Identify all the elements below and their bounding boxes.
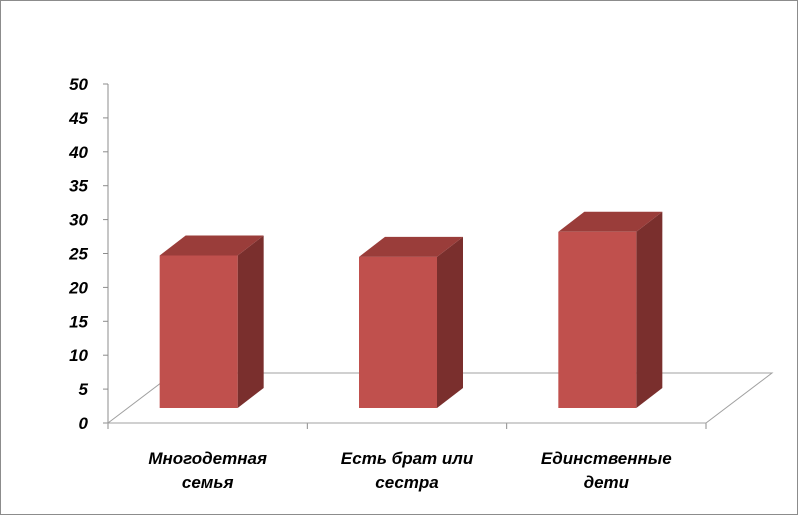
bar-side-face — [636, 211, 663, 408]
bar-front-face — [558, 231, 637, 408]
y-tick-labels: 0 5 10 15 20 25 30 35 40 45 50 — [68, 75, 88, 433]
y-tick-label: 40 — [68, 143, 88, 162]
category-label: Есть брат или сестра — [341, 449, 474, 492]
bar-side-face — [437, 236, 463, 408]
bar-top-face — [558, 211, 663, 232]
bar-3 — [558, 211, 663, 408]
floor-plane — [106, 372, 774, 424]
y-tick-label: 10 — [69, 346, 88, 365]
y-tick-label: 15 — [69, 312, 88, 331]
bar-front-face — [359, 256, 437, 408]
bar-front-face — [159, 255, 238, 408]
bar-top-face — [359, 236, 463, 257]
floor-layer — [106, 372, 774, 424]
y-tick-label: 35 — [69, 177, 88, 196]
bars-layer — [159, 211, 663, 408]
y-tick-label: 20 — [68, 278, 88, 297]
bar-2 — [359, 236, 463, 408]
y-tick-label: 25 — [68, 245, 88, 264]
category-label-line: Единственные — [541, 449, 672, 468]
y-tick-label: 5 — [79, 380, 89, 399]
category-label: Единственные дети — [541, 449, 672, 492]
category-label-line: семья — [182, 473, 234, 492]
category-label: Многодетная семья — [148, 449, 267, 492]
category-labels: Многодетная семья Есть брат или сестра Единс… — [148, 449, 671, 492]
y-tick-label: 0 — [79, 414, 89, 433]
category-label-line: Есть брат или — [341, 449, 474, 468]
bar-side-face — [237, 235, 264, 408]
y-tick-label: 45 — [68, 109, 88, 128]
category-label-line: Многодетная — [148, 449, 267, 468]
category-label-line: сестра — [375, 473, 439, 492]
bar-1 — [159, 235, 264, 408]
y-tick-label: 30 — [69, 211, 88, 230]
bar-top-face — [159, 235, 264, 256]
category-label-line: дети — [584, 473, 630, 492]
y-tick-label: 50 — [69, 75, 88, 94]
